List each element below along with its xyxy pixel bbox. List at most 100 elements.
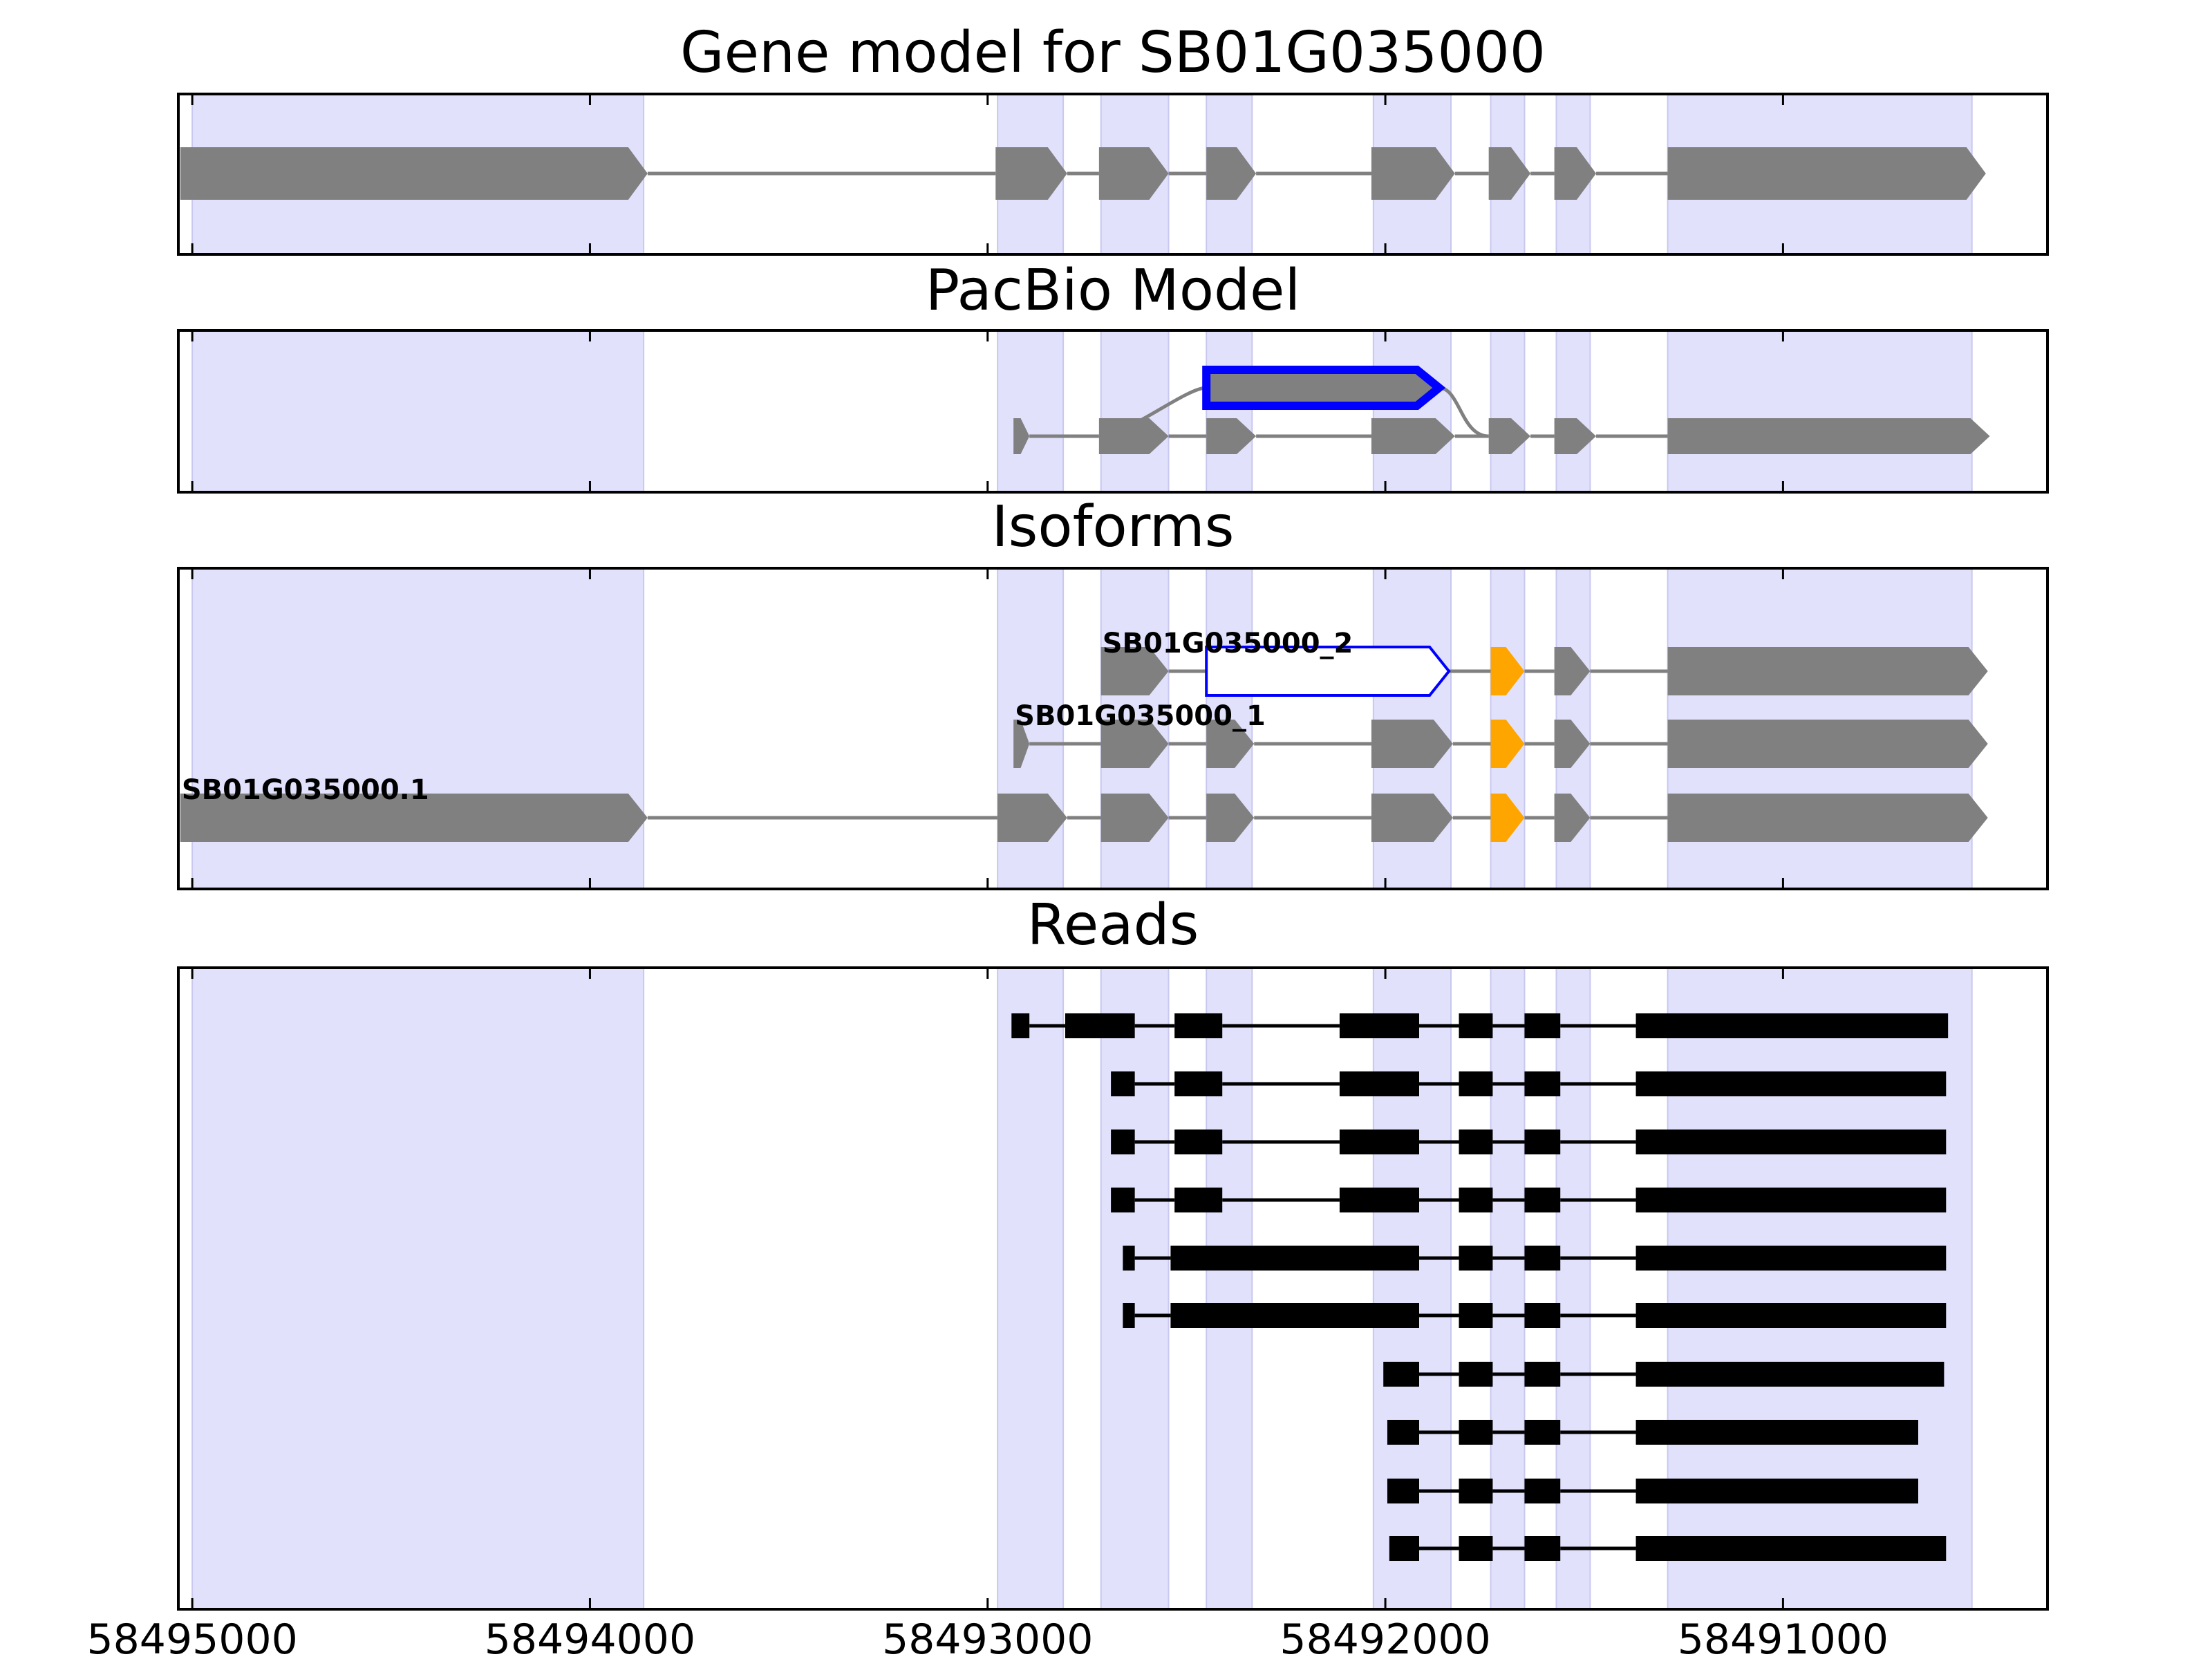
intron-line — [1438, 386, 1489, 438]
read-track — [1111, 1188, 1947, 1212]
exon — [1098, 147, 1169, 200]
read-track — [1111, 1071, 1947, 1096]
read-track — [1389, 1536, 1947, 1561]
highlight-region — [997, 330, 1065, 493]
read-block — [1524, 1071, 1561, 1096]
exon — [1013, 720, 1030, 768]
highlight-region — [1555, 330, 1591, 493]
read-block — [1524, 1479, 1561, 1503]
highlight-region — [1490, 330, 1526, 493]
transcript-track — [180, 147, 1986, 200]
highlight-region — [1490, 967, 1526, 1610]
exon — [1206, 794, 1255, 842]
exon — [1667, 794, 1988, 842]
isoform-label: SB01G035000_1 — [1015, 700, 1266, 732]
highlight-regions — [191, 330, 1973, 493]
selected-exon — [1205, 646, 1451, 697]
isoforms-panel: Isoforms SB01G035000_2 SB01G035000_1 SB01G… — [177, 494, 2049, 890]
highlight-region — [997, 967, 1065, 1610]
transcript-track — [1013, 418, 1990, 454]
exon — [1554, 418, 1597, 454]
exon — [1206, 147, 1257, 200]
read-track — [1123, 1246, 1947, 1271]
read-block — [1174, 1130, 1223, 1154]
read-block — [1524, 1536, 1561, 1561]
exon — [1488, 418, 1531, 454]
highlight-region — [1372, 330, 1452, 493]
read-block — [1635, 1188, 1947, 1212]
read-block — [1174, 1071, 1223, 1096]
read-track — [1011, 1013, 1949, 1038]
highlight-region — [1667, 330, 1973, 493]
exon — [1554, 794, 1591, 842]
read-block — [1459, 1420, 1493, 1445]
read-block — [1635, 1071, 1947, 1096]
exon — [1488, 147, 1531, 200]
read-block — [1174, 1188, 1223, 1212]
read-block — [1635, 1479, 1919, 1503]
x-tick-label: 58492000 — [1280, 1615, 1490, 1659]
alternative-exon — [1490, 794, 1525, 842]
read-block — [1635, 1536, 1947, 1561]
read-block — [1524, 1188, 1561, 1212]
x-tick-label: 58491000 — [1678, 1615, 1888, 1659]
read-block — [1387, 1479, 1419, 1503]
read-block — [1011, 1013, 1030, 1038]
transcript-track — [1098, 366, 1489, 438]
read-block — [1339, 1013, 1419, 1038]
highlight-region — [191, 967, 645, 1610]
gene-model-title: Gene model for SB01G035000 — [680, 20, 1546, 86]
read-block — [1524, 1362, 1561, 1387]
read-block — [1459, 1188, 1493, 1212]
read-block — [1459, 1071, 1493, 1096]
read-track — [1123, 1303, 1947, 1328]
selected-exon — [1202, 366, 1446, 410]
alternative-exon — [1490, 720, 1525, 768]
read-block — [1339, 1188, 1419, 1212]
read-block — [1524, 1246, 1561, 1271]
read-block — [1635, 1362, 1944, 1387]
exon — [995, 147, 1067, 200]
transcript-track: SB01G035000.1 — [180, 774, 1988, 842]
read-block — [1123, 1303, 1135, 1328]
read-block — [1459, 1479, 1493, 1503]
exon — [1667, 147, 1986, 200]
read-block — [1459, 1303, 1493, 1328]
exon — [1554, 647, 1591, 695]
read-block — [1174, 1013, 1223, 1038]
exon — [180, 794, 648, 842]
exon — [1013, 418, 1030, 454]
read-track — [1383, 1362, 1944, 1387]
read-block — [1459, 1130, 1493, 1154]
read-block — [1635, 1130, 1947, 1154]
exon — [1554, 147, 1597, 200]
x-tick-label: 58494000 — [485, 1615, 695, 1659]
read-block — [1524, 1013, 1561, 1038]
read-track — [1387, 1479, 1919, 1503]
exon — [997, 794, 1067, 842]
transcript-track: SB01G035000_1 — [1013, 700, 1988, 768]
read-block — [1635, 1420, 1919, 1445]
exon — [1371, 794, 1453, 842]
exon — [180, 147, 648, 200]
read-block — [1111, 1130, 1135, 1154]
exon — [1100, 647, 1169, 695]
read-block — [1459, 1362, 1493, 1387]
isoforms-title: Isoforms — [992, 494, 1235, 560]
read-block — [1065, 1013, 1135, 1038]
read-block — [1389, 1536, 1419, 1561]
read-block — [1635, 1013, 1949, 1038]
gene-model-panel: Gene model for SB01G035000 — [177, 20, 2049, 256]
read-block — [1170, 1303, 1419, 1328]
panel-frame — [177, 93, 2049, 256]
read-block — [1459, 1013, 1493, 1038]
transcript-track: SB01G035000_2 — [1100, 628, 1988, 697]
highlight-regions — [191, 967, 1973, 1610]
exon — [1371, 720, 1453, 768]
exon — [1554, 720, 1591, 768]
panel-frame — [177, 966, 2049, 1611]
isoform-label: SB01G035000_2 — [1103, 628, 1353, 659]
highlight-region — [1206, 330, 1253, 493]
highlight-region — [1100, 967, 1170, 1610]
x-tick-label: 58493000 — [882, 1615, 1093, 1659]
